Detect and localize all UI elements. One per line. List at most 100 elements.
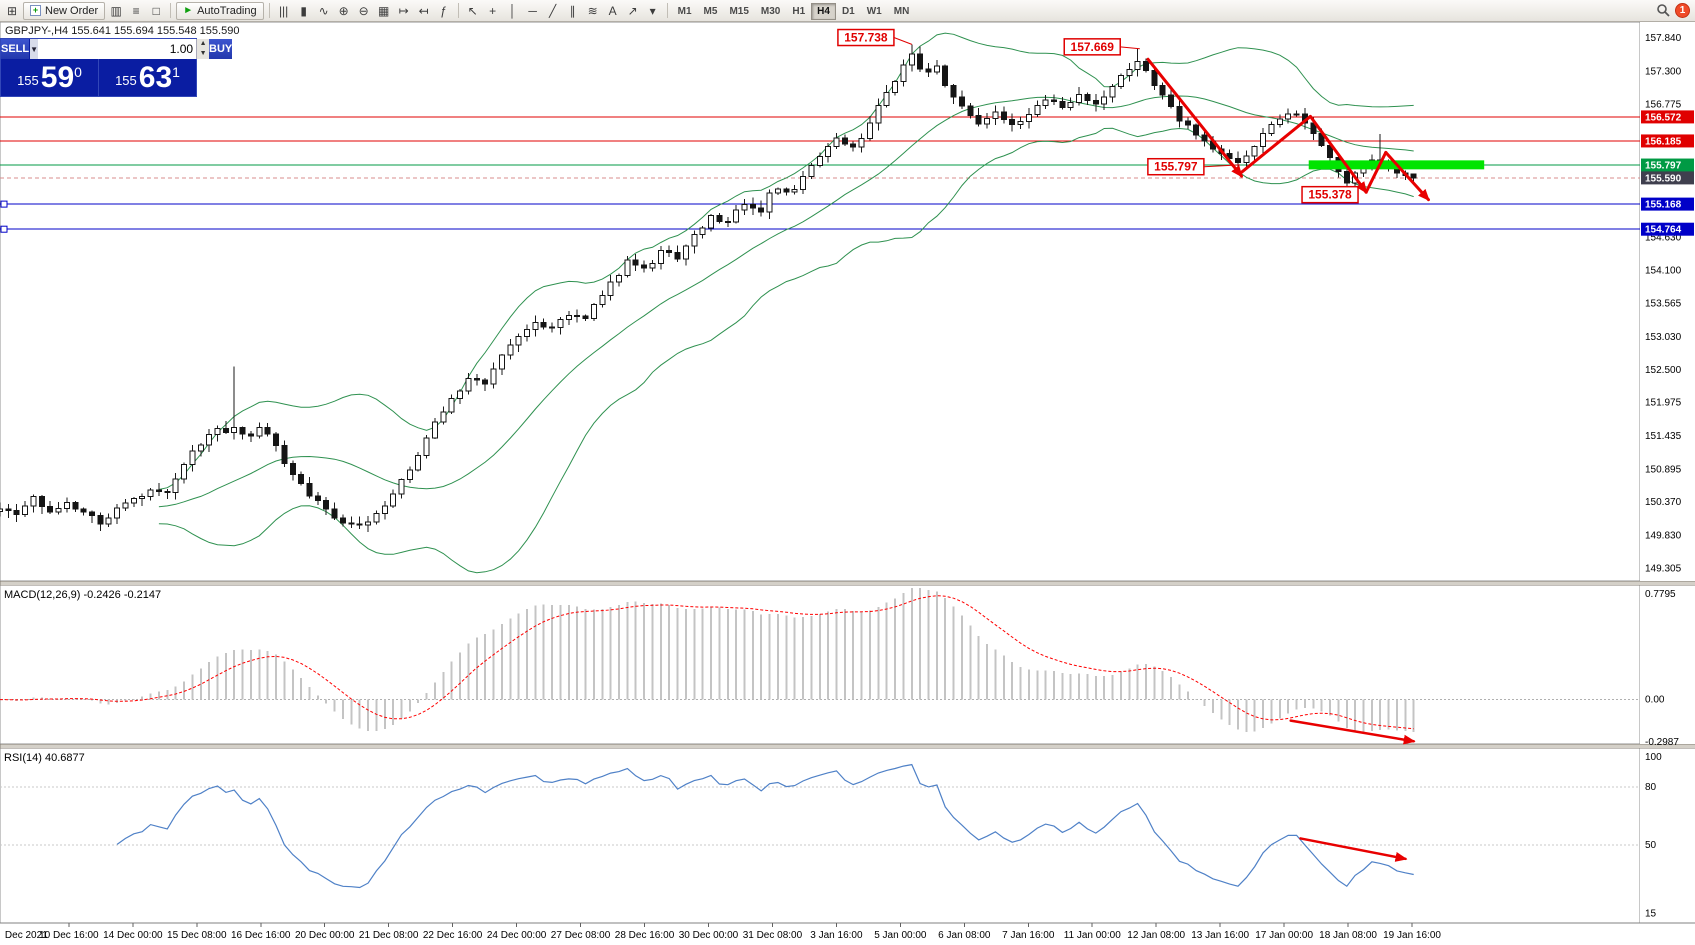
svg-text:3 Jan 16:00: 3 Jan 16:00 xyxy=(810,930,863,941)
toolbar-separator xyxy=(268,3,270,18)
timeframe-h4[interactable]: H4 xyxy=(811,3,836,20)
svg-text:156.572: 156.572 xyxy=(1645,112,1682,123)
volume-input[interactable] xyxy=(38,39,197,59)
sell-price-sup: 0 xyxy=(74,63,82,80)
sell-button[interactable]: SELL xyxy=(1,39,30,59)
zoom-out-icon[interactable]: ⊖ xyxy=(358,3,369,18)
svg-text:16 Dec 16:00: 16 Dec 16:00 xyxy=(231,930,291,941)
buy-price[interactable]: 155 63 1 xyxy=(99,59,196,96)
notification-badge[interactable]: 1 xyxy=(1675,3,1690,18)
horizontal-line-icon[interactable]: ─ xyxy=(528,3,537,18)
svg-text:28 Dec 16:00: 28 Dec 16:00 xyxy=(615,930,675,941)
timeframe-h1[interactable]: H1 xyxy=(792,6,806,17)
svg-text:150.370: 150.370 xyxy=(1645,497,1682,508)
price-chart[interactable]: 157.738 157.669 155.797 155.378 MACD(12,26,9… xyxy=(0,22,1695,945)
svg-text:50: 50 xyxy=(1645,840,1657,851)
auto-scroll-icon[interactable]: ↦ xyxy=(398,3,409,18)
timeframe-m1[interactable]: M1 xyxy=(677,6,692,17)
indicators-icon[interactable]: ƒ xyxy=(440,3,447,18)
svg-text:24 Dec 00:00: 24 Dec 00:00 xyxy=(487,930,547,941)
svg-text:13 Jan 16:00: 13 Jan 16:00 xyxy=(1191,930,1249,941)
rsi-pane: RSI(14) 40.6877 100 80 50 15 xyxy=(0,752,1662,919)
svg-text:155.797: 155.797 xyxy=(1645,161,1682,172)
svg-text:151.435: 151.435 xyxy=(1645,431,1682,442)
svg-text:MACD(12,26,9) -0.2426 -0.2147: MACD(12,26,9) -0.2426 -0.2147 xyxy=(4,589,161,601)
timeframe-mn[interactable]: MN xyxy=(893,6,910,17)
new-order-icon: + xyxy=(30,5,41,16)
toolbar-separator xyxy=(457,3,459,18)
svg-text:80: 80 xyxy=(1645,782,1657,793)
print-preview-icon[interactable]: □ xyxy=(152,3,160,18)
tile-windows-icon[interactable]: ▦ xyxy=(377,3,390,18)
chart-shift-icon[interactable]: ↤ xyxy=(418,3,429,18)
autotrading-button[interactable]: ► AutoTrading xyxy=(176,1,264,20)
sell-price[interactable]: 155 59 0 xyxy=(1,59,98,96)
candlestick-chart-icon[interactable]: ▮ xyxy=(300,3,307,18)
svg-text:22 Dec 16:00: 22 Dec 16:00 xyxy=(423,930,483,941)
fibonacci-icon[interactable]: ≋ xyxy=(587,3,598,18)
drawing-tools-group: ↖ + │ ─ ╱ ∥ ≋ A ↗ ▾ xyxy=(463,2,663,20)
svg-text:12 Jan 08:00: 12 Jan 08:00 xyxy=(1127,930,1185,941)
trade-panel-divider xyxy=(98,59,99,96)
arrow-tool-icon[interactable]: ↗ xyxy=(627,3,638,18)
vertical-line-icon[interactable]: │ xyxy=(508,3,517,18)
timeframe-m5[interactable]: M5 xyxy=(703,6,718,17)
svg-text:18 Jan 08:00: 18 Jan 08:00 xyxy=(1319,930,1377,941)
svg-text:155.590: 155.590 xyxy=(1645,173,1682,184)
autotrading-label: AutoTrading xyxy=(197,4,257,17)
print-icon-group: ▥ ≡ □ xyxy=(106,2,166,20)
volume-up-icon[interactable]: ▲ xyxy=(197,39,210,49)
search-icon[interactable] xyxy=(1656,3,1671,18)
channel-icon[interactable]: ∥ xyxy=(569,3,576,18)
buy-button[interactable]: BUY xyxy=(209,39,233,59)
profiles-icon[interactable]: ▥ xyxy=(110,3,122,18)
svg-text:31 Dec 08:00: 31 Dec 08:00 xyxy=(743,930,803,941)
timeframe-m15[interactable]: M15 xyxy=(729,6,749,17)
svg-text:10 Dec 16:00: 10 Dec 16:00 xyxy=(39,930,99,941)
timeframe-m30[interactable]: M30 xyxy=(760,6,781,17)
timeframe-w1[interactable]: W1 xyxy=(866,6,882,17)
volume-down-icon[interactable]: ▼ xyxy=(197,49,210,59)
svg-text:7 Jan 16:00: 7 Jan 16:00 xyxy=(1002,930,1055,941)
svg-text:156.185: 156.185 xyxy=(1645,136,1682,147)
buy-price-big: 63 xyxy=(138,60,173,94)
svg-text:0.00: 0.00 xyxy=(1645,695,1665,706)
svg-text:157.300: 157.300 xyxy=(1645,67,1682,78)
svg-text:156.775: 156.775 xyxy=(1645,99,1682,110)
svg-text:19 Jan 16:00: 19 Jan 16:00 xyxy=(1383,930,1441,941)
timeframe-d1[interactable]: D1 xyxy=(841,6,855,17)
toolbar: ⊞ + New Order ▥ ≡ □ ► AutoTrading ||| ▮ ∿ ⊕ ⊖ ▦… xyxy=(0,0,1695,22)
svg-text:155.797: 155.797 xyxy=(1154,160,1198,174)
annotations: 157.738 157.669 155.797 155.378 xyxy=(837,28,1359,204)
svg-text:157.669: 157.669 xyxy=(1071,40,1115,54)
svg-text:15: 15 xyxy=(1645,908,1657,919)
svg-text:RSI(14) 40.6877: RSI(14) 40.6877 xyxy=(4,752,85,764)
svg-text:157.840: 157.840 xyxy=(1645,33,1682,44)
volume-spinner[interactable]: ▲ ▼ xyxy=(196,39,210,59)
svg-text:Dec 2021: Dec 2021 xyxy=(5,930,48,941)
zoom-in-icon[interactable]: ⊕ xyxy=(338,3,349,18)
new-order-button[interactable]: + New Order xyxy=(23,1,106,20)
bar-chart-icon[interactable]: ||| xyxy=(278,3,289,18)
line-chart-icon[interactable]: ∿ xyxy=(318,3,329,18)
text-icon[interactable]: A xyxy=(608,3,617,18)
svg-text:154.100: 154.100 xyxy=(1645,265,1682,276)
sell-price-big: 59 xyxy=(40,60,75,94)
trendline-icon[interactable]: ╱ xyxy=(549,3,557,18)
svg-text:157.738: 157.738 xyxy=(844,31,888,45)
new-chart-icon[interactable]: ⊞ xyxy=(6,3,18,18)
chart-icon-group: ||| ▮ ∿ ⊕ ⊖ ▦ ↦ ↤ ƒ xyxy=(274,2,454,20)
cursor-icon[interactable]: ↖ xyxy=(467,3,478,18)
svg-text:154.630: 154.630 xyxy=(1645,233,1682,244)
svg-text:14 Dec 00:00: 14 Dec 00:00 xyxy=(103,930,163,941)
crosshair-icon[interactable]: + xyxy=(489,3,497,18)
print-icon[interactable]: ≡ xyxy=(132,3,140,18)
shapes-icon[interactable]: ▾ xyxy=(649,3,656,18)
svg-text:17 Jan 00:00: 17 Jan 00:00 xyxy=(1255,930,1313,941)
svg-text:149.305: 149.305 xyxy=(1645,563,1682,574)
svg-text:155.168: 155.168 xyxy=(1645,200,1682,211)
svg-text:30 Dec 00:00: 30 Dec 00:00 xyxy=(679,930,739,941)
volume-dropdown[interactable]: ▼ xyxy=(29,39,39,59)
svg-text:0.7795: 0.7795 xyxy=(1645,589,1676,600)
